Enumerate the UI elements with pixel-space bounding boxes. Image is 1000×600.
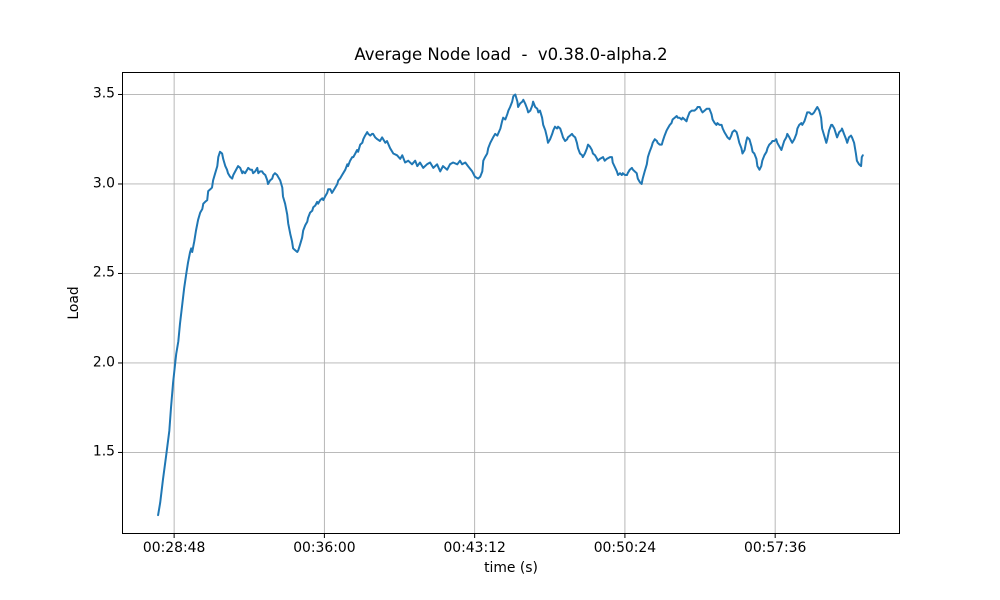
y-axis-label: Load (66, 286, 82, 320)
y-tick-label: 3.0 (92, 175, 115, 192)
data-series (157, 93, 864, 517)
x-tick-label: 00:28:48 (142, 540, 206, 556)
x-axis-label: time (s) (484, 560, 538, 576)
y-tick-label: 1.5 (92, 444, 115, 461)
x-tick-label: 00:43:12 (443, 540, 506, 556)
chart-title: Average Node load - v0.38.0-alpha.2 (354, 45, 668, 64)
y-tick-label: 2.0 (92, 354, 115, 371)
y-tick-label: 3.5 (92, 86, 115, 103)
x-tick-label: 00:57:36 (743, 540, 807, 556)
line-chart-svg (118, 73, 899, 538)
grid-lines (123, 73, 899, 533)
axis-ticks (118, 93, 776, 538)
x-tick-label: 00:50:24 (593, 540, 657, 556)
plot-area (118, 72, 900, 538)
y-tick-label: 2.5 (92, 265, 115, 282)
x-tick-label: 00:36:00 (293, 540, 356, 556)
